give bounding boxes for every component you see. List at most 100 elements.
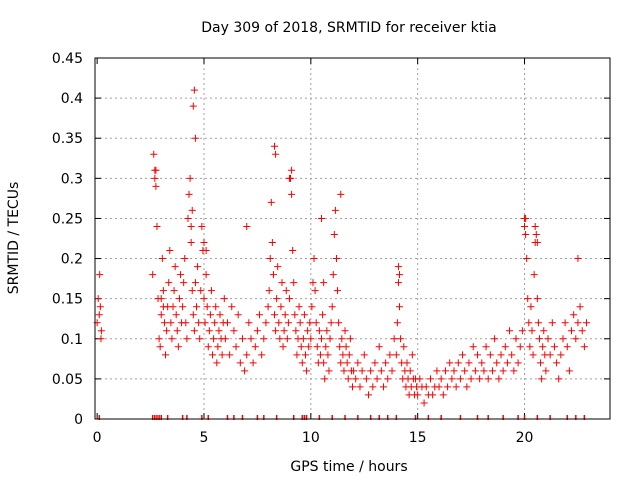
data-point [170, 287, 178, 295]
data-point [403, 359, 411, 367]
data-point [576, 303, 584, 311]
data-point [277, 303, 285, 311]
y-tick-label: 0.2 [61, 252, 83, 268]
data-point [273, 295, 281, 303]
data-point [271, 311, 279, 319]
data-point [251, 343, 259, 351]
data-point [335, 319, 343, 327]
y-tick-label: 0.35 [52, 131, 83, 147]
data-point [420, 399, 428, 407]
data-point [510, 367, 518, 375]
data-point [339, 351, 347, 359]
data-point [198, 222, 206, 230]
data-point [329, 271, 337, 279]
data-point [279, 343, 287, 351]
data-point [168, 335, 176, 343]
data-point [338, 335, 346, 343]
data-point [480, 367, 488, 375]
data-point [291, 311, 299, 319]
data-point [486, 351, 494, 359]
data-point [207, 287, 215, 295]
data-point [158, 255, 166, 263]
data-point [336, 343, 344, 351]
data-point [529, 351, 537, 359]
x-axis-label: GPS time / hours [290, 459, 407, 475]
data-point [215, 327, 223, 335]
data-point [396, 303, 404, 311]
data-point [313, 343, 321, 351]
data-point [96, 303, 104, 311]
data-point [349, 383, 356, 391]
x-tick-label: 0 [93, 430, 102, 446]
data-point [342, 343, 350, 351]
data-point [212, 303, 220, 311]
data-point [474, 351, 482, 359]
data-point [550, 343, 558, 351]
data-point [358, 367, 366, 375]
data-point [534, 319, 542, 327]
data-point [162, 351, 170, 359]
data-point [221, 335, 229, 343]
data-point [175, 295, 183, 303]
data-point [94, 295, 102, 303]
data-point [201, 319, 209, 327]
data-point [448, 375, 456, 383]
data-point [209, 351, 217, 359]
data-point [433, 367, 441, 375]
data-point [190, 86, 198, 94]
data-point [508, 351, 516, 359]
data-point [167, 319, 175, 327]
data-point [568, 327, 576, 335]
data-point [484, 375, 492, 383]
data-point [269, 271, 277, 279]
data-point [268, 239, 276, 247]
data-point [247, 335, 255, 343]
data-point [196, 335, 204, 343]
data-point [187, 239, 195, 247]
data-point [189, 311, 197, 319]
data-point [241, 367, 249, 375]
data-point [271, 142, 279, 150]
data-point [152, 182, 160, 190]
data-point [580, 343, 588, 351]
data-point [309, 279, 317, 287]
data-point [306, 319, 314, 327]
data-point [200, 239, 208, 247]
data-point [416, 375, 424, 383]
data-point [157, 295, 165, 303]
data-point [537, 359, 545, 367]
data-point [288, 190, 296, 198]
data-point [202, 247, 210, 255]
data-point [315, 327, 323, 335]
data-point [429, 391, 437, 399]
data-point [441, 367, 449, 375]
data-point [151, 174, 159, 182]
data-point [493, 359, 501, 367]
data-point [328, 303, 336, 311]
data-point [160, 319, 168, 327]
data-point [574, 319, 582, 327]
data-point [356, 383, 364, 391]
data-point [310, 255, 318, 263]
data-point [203, 303, 211, 311]
data-point [375, 343, 383, 351]
data-point [546, 351, 554, 359]
data-point [282, 287, 290, 295]
data-point [187, 222, 195, 230]
data-point [330, 230, 338, 238]
data-point [326, 335, 334, 343]
data-point [274, 263, 282, 271]
data-point [332, 255, 340, 263]
data-point [325, 367, 333, 375]
data-point [467, 375, 475, 383]
data-point [191, 279, 199, 287]
data-point [211, 319, 219, 327]
data-point [307, 335, 315, 343]
data-point [512, 335, 520, 343]
data-point [300, 311, 308, 319]
data-point [311, 287, 319, 295]
plot-frame [94, 57, 611, 420]
data-point [262, 319, 270, 327]
data-point [195, 319, 203, 327]
data-point [476, 375, 484, 383]
